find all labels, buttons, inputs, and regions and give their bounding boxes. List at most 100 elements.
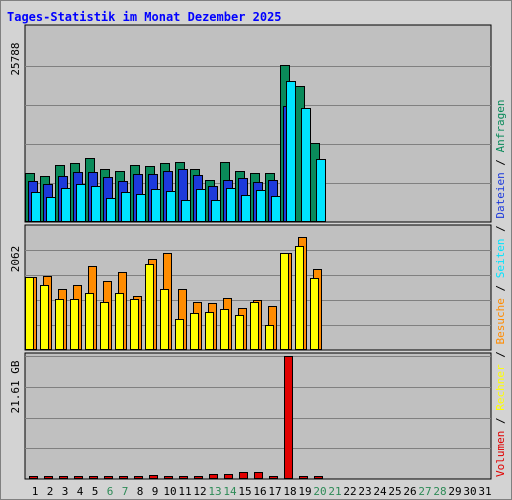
- bar: [100, 302, 109, 350]
- x-tick-label: 28: [433, 485, 446, 498]
- x-tick-label: 22: [343, 485, 356, 498]
- bar: [241, 195, 251, 222]
- bar: [196, 189, 206, 222]
- bar: [269, 476, 278, 479]
- bar: [280, 253, 289, 350]
- x-tick-label: 9: [152, 485, 159, 498]
- series-seiten: [31, 81, 326, 222]
- legend-separator: /: [494, 219, 507, 239]
- x-tick-label: 24: [373, 485, 387, 498]
- x-tick-label: 12: [193, 485, 206, 498]
- bar: [160, 289, 169, 350]
- x-tick-label: 10: [163, 485, 176, 498]
- x-tick-label: 23: [358, 485, 371, 498]
- legend-item: Dateien: [494, 172, 507, 218]
- x-tick-label: 15: [238, 485, 251, 498]
- x-tick-label: 18: [283, 485, 296, 498]
- bar: [46, 197, 56, 222]
- legend-separator: /: [494, 345, 507, 365]
- bar: [119, 476, 128, 479]
- x-tick-label: 1: [32, 485, 39, 498]
- bar: [91, 186, 101, 222]
- x-tick-label: 2: [47, 485, 54, 498]
- panel-requests: 25788: [9, 24, 492, 223]
- x-tick-label: 29: [448, 485, 461, 498]
- bar: [190, 313, 199, 350]
- series-rechner: [25, 246, 319, 350]
- bar: [194, 476, 203, 479]
- bar: [250, 302, 259, 350]
- legend-item: Besuche: [494, 298, 507, 344]
- series-volumen: [29, 356, 323, 479]
- bar: [256, 190, 266, 222]
- x-tick-label: 5: [92, 485, 99, 498]
- panel-volume: 21.61 GB: [9, 352, 492, 480]
- x-tick-label: 16: [253, 485, 266, 498]
- x-tick-label: 26: [403, 485, 416, 498]
- x-tick-label: 11: [178, 485, 191, 498]
- chart-panels: 25788 2062 21.61 GB: [9, 24, 492, 480]
- bar: [301, 108, 311, 222]
- x-tick-label: 14: [223, 485, 237, 498]
- y-axis-max-label: 21.61 GB: [9, 360, 22, 413]
- bar: [316, 159, 326, 222]
- x-tick-label: 21: [328, 485, 341, 498]
- legend-separator: /: [494, 278, 507, 298]
- legend-separator: /: [494, 411, 507, 431]
- bar: [76, 184, 86, 222]
- legend: Volumen / Rechner / Besuche / Seiten / D…: [494, 99, 507, 477]
- bar: [220, 309, 229, 350]
- bar: [209, 474, 218, 479]
- bar: [205, 312, 214, 350]
- bar: [121, 192, 131, 222]
- bar: [314, 476, 323, 479]
- bar: [61, 188, 71, 222]
- bar: [25, 277, 34, 350]
- bar: [310, 278, 319, 350]
- bar: [254, 472, 263, 479]
- bar: [151, 189, 161, 222]
- panel-visits: 2062: [9, 224, 492, 351]
- bar: [74, 476, 83, 479]
- bar: [59, 476, 68, 479]
- bar: [239, 472, 248, 479]
- bar: [40, 285, 49, 350]
- x-tick-label: 27: [418, 485, 431, 498]
- bar: [44, 476, 53, 479]
- x-tick-label: 19: [298, 485, 311, 498]
- bar: [85, 293, 94, 350]
- bar: [181, 200, 191, 222]
- plot-area-volume: [24, 352, 492, 480]
- y-axis-max-label: 2062: [9, 246, 22, 273]
- x-tick-label: 31: [478, 485, 491, 498]
- bar: [299, 476, 308, 479]
- legend-text: Volumen / Rechner / Besuche / Seiten / D…: [494, 99, 507, 477]
- bar: [31, 192, 41, 222]
- x-tick-label: 7: [122, 485, 129, 498]
- x-axis-labels: 1 2 3 4 5 6 7 8 9 10 11 12 13 14 15 16 17 18 19 20 21 22 23 24 2…: [32, 485, 492, 498]
- legend-item: Volumen: [494, 431, 507, 477]
- bar: [179, 476, 188, 479]
- bar: [115, 293, 124, 350]
- y-axis-max-label: 25788: [9, 42, 22, 75]
- bar: [164, 476, 173, 479]
- bar: [70, 299, 79, 350]
- legend-item: Rechner: [494, 364, 507, 411]
- bar: [149, 475, 158, 479]
- bar: [130, 299, 139, 350]
- legend-item: Anfragen: [494, 99, 507, 152]
- chart-title: Tages-Statistik im Monat Dezember 2025: [7, 10, 282, 24]
- x-tick-label: 3: [62, 485, 69, 498]
- x-tick-label: 6: [107, 485, 114, 498]
- bar: [166, 191, 176, 222]
- bar: [211, 200, 221, 222]
- bar: [29, 476, 38, 479]
- x-tick-label: 17: [268, 485, 281, 498]
- bar: [226, 188, 236, 222]
- x-tick-label: 25: [388, 485, 401, 498]
- bar: [224, 474, 233, 479]
- legend-item: Seiten: [494, 239, 507, 279]
- bar: [286, 81, 296, 222]
